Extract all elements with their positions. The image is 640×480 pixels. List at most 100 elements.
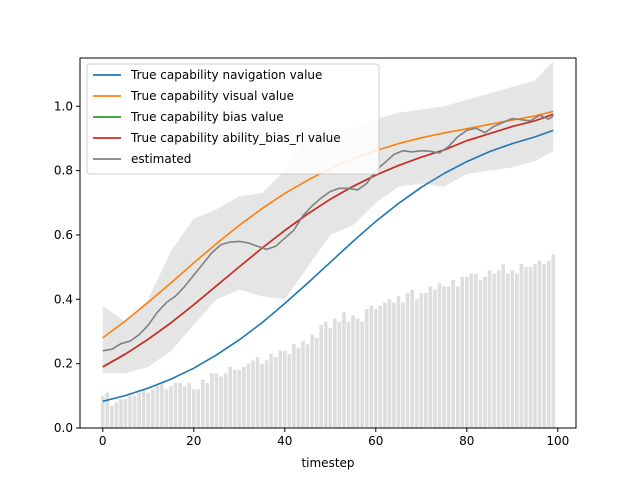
bar (205, 382, 210, 428)
bar (296, 347, 301, 428)
bar (178, 382, 182, 428)
bar (228, 366, 232, 428)
bar (355, 318, 360, 428)
bar (342, 312, 346, 428)
y-tick-label: 0.8 (54, 164, 73, 178)
bar (310, 334, 314, 428)
bar (164, 389, 169, 428)
x-tick-label: 40 (277, 434, 292, 448)
bar (410, 289, 415, 428)
bar (346, 321, 351, 428)
bar (501, 263, 506, 428)
bar (214, 373, 219, 428)
bar (364, 308, 369, 428)
bar (328, 328, 333, 428)
bar (419, 292, 424, 428)
bar (460, 276, 465, 428)
bar (451, 280, 455, 428)
bar (282, 350, 287, 428)
legend: True capability navigation value True cap… (86, 63, 380, 175)
bar (182, 386, 187, 428)
bar (187, 382, 192, 428)
bar (351, 315, 355, 428)
bar (378, 305, 383, 428)
series-line-3 (102, 113, 554, 368)
bar (278, 350, 283, 428)
bar (405, 292, 410, 428)
bar (137, 392, 141, 428)
bar (487, 270, 492, 428)
bar (369, 305, 374, 428)
bar (132, 395, 137, 428)
band-layer (102, 61, 554, 374)
bar (496, 270, 501, 428)
bar (474, 273, 478, 428)
bar (387, 299, 392, 428)
bar (210, 373, 214, 428)
bar (241, 366, 246, 428)
bar (110, 405, 114, 428)
bar (469, 273, 474, 428)
bar (464, 276, 469, 428)
x-axis-label: timestep (301, 456, 354, 470)
bar (251, 360, 255, 428)
bar (524, 267, 528, 428)
series-line-0 (102, 129, 554, 403)
x-tick-label: 80 (459, 434, 474, 448)
bar (515, 273, 519, 428)
bar (123, 399, 128, 428)
bar (383, 302, 387, 428)
bar (273, 357, 278, 428)
bar (373, 308, 378, 428)
bar (232, 370, 237, 428)
bar (169, 386, 173, 428)
x-tick-label: 0 (99, 434, 107, 448)
bar (146, 392, 151, 428)
bar (428, 286, 433, 428)
bar (264, 360, 269, 428)
bar (269, 354, 273, 428)
y-tick-label: 0.6 (54, 228, 73, 242)
legend-label: True capability visual value (130, 89, 294, 103)
bar (141, 389, 146, 428)
series-line-4 (102, 114, 554, 352)
bar (337, 321, 342, 428)
bar (292, 344, 296, 428)
bar (533, 263, 537, 428)
bar (255, 357, 260, 428)
bar (396, 296, 401, 428)
bar (424, 292, 428, 428)
bar (314, 337, 319, 428)
y-tick-label: 0.0 (54, 421, 73, 435)
legend-label: True capability navigation value (130, 68, 322, 82)
x-axis: 0 20 40 60 80 100 (99, 428, 569, 448)
bar (510, 270, 515, 428)
bar (246, 363, 251, 428)
bar (105, 392, 110, 428)
legend-label: True capability bias value (130, 110, 284, 124)
bar (237, 370, 242, 428)
bar (483, 276, 487, 428)
bar (537, 260, 542, 428)
bar (323, 321, 328, 428)
bar (519, 263, 524, 428)
bar (437, 283, 442, 428)
bar (260, 363, 264, 428)
legend-label: True capability ability_bias_rl value (130, 131, 341, 145)
bar (301, 341, 305, 428)
bar (128, 395, 132, 428)
bars-layer (100, 254, 556, 428)
bar (155, 386, 160, 428)
bar (360, 321, 364, 428)
bar (546, 260, 551, 428)
legend-label: estimated (131, 152, 191, 166)
y-axis: 0.0 0.2 0.4 0.6 0.8 1.0 (54, 99, 80, 435)
y-tick-label: 1.0 (54, 99, 73, 113)
y-tick-label: 0.2 (54, 357, 73, 371)
bar (219, 376, 223, 428)
bar (414, 299, 419, 428)
bar (196, 389, 201, 428)
bar (392, 302, 396, 428)
bar (191, 389, 196, 428)
